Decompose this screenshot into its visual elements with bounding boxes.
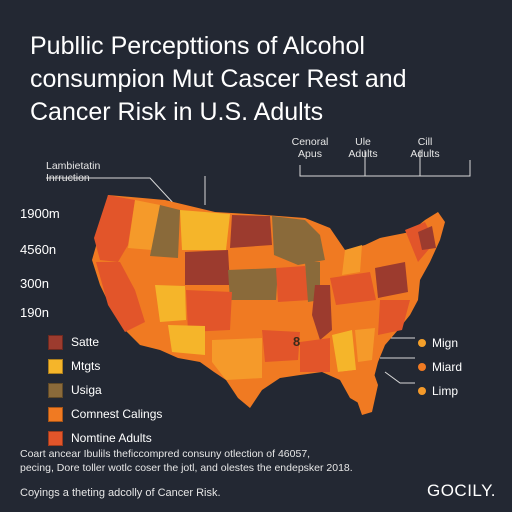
footnote-line: pecing, Dore toller wotlc coser the jotl… [20,462,353,474]
y-tick-label: 1900m [20,206,60,221]
legend-item: Nomtine Adults [48,426,162,450]
legend-dot [418,363,426,371]
legend-item: Satte [48,330,162,354]
legend-item: Limp [418,379,462,403]
legend-item: Mign [418,331,462,355]
florida [338,368,378,415]
legend-item: Mtgts [48,354,162,378]
legend-swatch [48,358,63,374]
column-header: Cill Adults [410,136,440,160]
legend-item: Miard [418,355,462,379]
legend-swatch [48,430,63,446]
y-tick-label: 300n [20,276,49,291]
title-line: consumpion Mut Cascer Rest and [30,65,407,93]
y-tick-label: 190n [20,305,49,320]
column-header: Cenoral Apus [291,136,329,160]
legend-swatch [48,406,63,422]
legend-label: Satte [71,335,100,349]
legend-label: Usiga [71,383,102,397]
legend-label: Comnest Calings [71,407,163,421]
page-title: Publlic Percepttions of Alcohol consumpi… [30,30,500,129]
legend-item: Usiga [48,378,162,402]
legend-label: Miard [432,360,463,374]
footnote-line: Coart ancear Ibulils theficcompred consu… [20,448,311,460]
legend-label: Mtgts [71,359,101,373]
title-line: Publlic Percepttions of Alcohol [30,32,365,60]
legend-right: Mign Miard Limp [418,331,462,403]
brand-logo: GOCILY. [426,481,496,500]
annotation-lines [46,150,471,384]
legend-dot [418,387,426,395]
bottom-note: Coyings a theting adcolly of Cancer Risk… [20,487,221,499]
column-header: Ule Adults [348,136,378,160]
legend-swatch [48,334,63,350]
legend-label: Limp [432,384,459,398]
legend-swatch [48,382,63,398]
legend-item: Comnest Calings [48,402,162,426]
legend-label: Nomtine Adults [71,431,152,445]
column-headers: Cenoral Apus Ule Adults Cill Adults [270,136,500,176]
title-line: Cancer Risk in U.S. Adults [30,98,324,126]
map-label: 8 [293,334,301,349]
legend-dot [418,339,426,347]
legend-left: Satte Mtgts Usiga Comnest Calings Nomtin… [48,330,162,450]
state-regions [94,195,436,380]
legend-label: Mign [432,336,459,350]
y-tick-label: 4560n [20,242,57,257]
footnote: Coart ancear Ibulils theficcompred consu… [20,447,500,475]
